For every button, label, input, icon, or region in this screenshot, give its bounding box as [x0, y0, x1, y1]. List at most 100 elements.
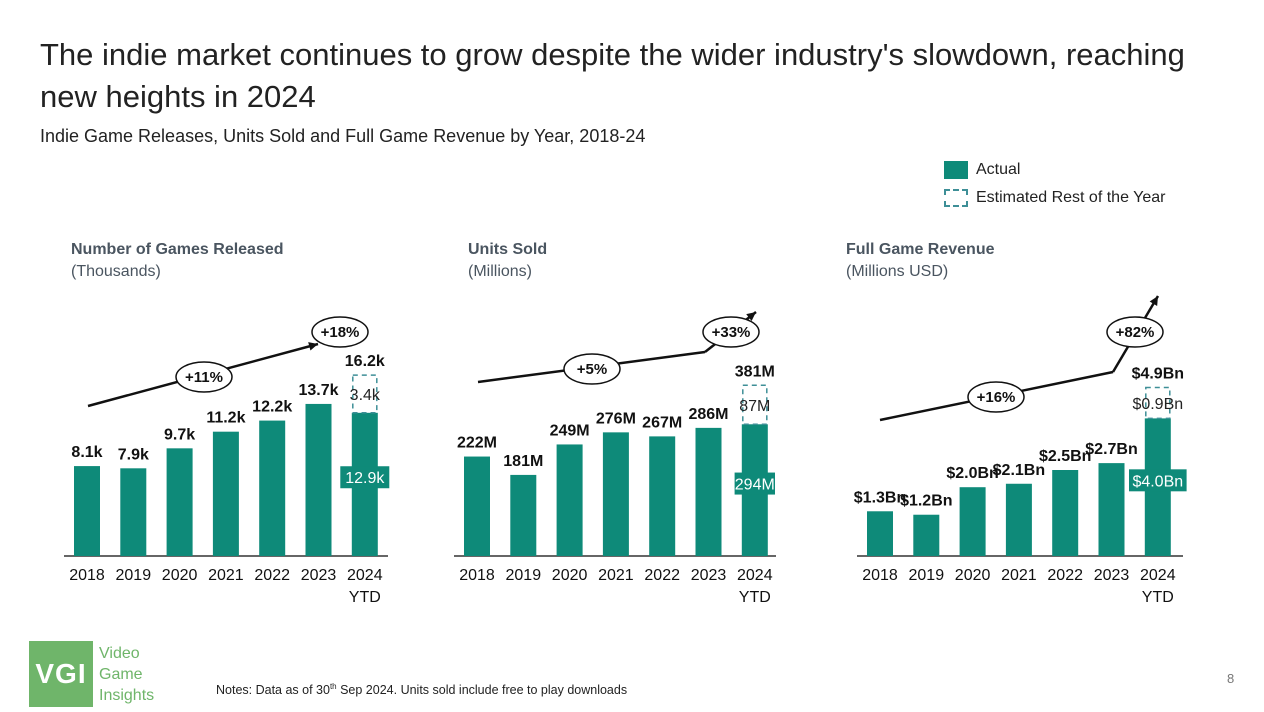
- inside-label-bg: [734, 472, 775, 495]
- bar-actual: [305, 403, 332, 556]
- growth-label: +33%: [712, 324, 751, 341]
- bar-actual: [1005, 483, 1032, 556]
- x-tick-label: 2018: [862, 567, 898, 584]
- legend: Actual Estimated Rest of the Year: [944, 156, 1165, 212]
- notes-sup: th: [329, 682, 337, 691]
- bar-actual: [867, 511, 893, 556]
- data-label: 13.7k: [298, 382, 338, 399]
- bar-actual: [259, 420, 286, 556]
- page-title: The indie market continues to grow despi…: [40, 37, 1185, 114]
- legend-item-estimated: Estimated Rest of the Year: [944, 184, 1165, 212]
- chart-title-games: Number of Games Released: [71, 241, 284, 258]
- bar-estimated: [352, 374, 378, 414]
- x-tick-label: 2024: [347, 567, 383, 584]
- data-label: $1.3Bn: [854, 489, 906, 506]
- x-tick-label: 2018: [69, 567, 105, 584]
- x-tick-label: 2023: [691, 567, 727, 584]
- data-label: 276M: [596, 410, 636, 427]
- bar-estimated: [1145, 386, 1171, 420]
- x-tick-label: 2023: [1094, 567, 1130, 584]
- x-tick-label: 2019: [116, 567, 152, 584]
- data-label: 12.2k: [252, 399, 292, 416]
- page-number: 8: [1227, 671, 1235, 686]
- chart-title-units: Units Sold: [468, 241, 548, 258]
- data-label: 222M: [457, 435, 497, 452]
- estimated-label: 87M: [739, 398, 770, 415]
- data-label: $2.5Bn: [1039, 448, 1091, 465]
- data-label: 9.7k: [164, 426, 195, 443]
- legend-swatch-estimated: [944, 189, 968, 207]
- data-label: $1.2Bn: [900, 493, 952, 510]
- growth-bubble: [563, 353, 621, 385]
- bar-actual: [959, 487, 986, 556]
- data-label: $2.7Bn: [1085, 441, 1137, 458]
- data-label: 249M: [550, 422, 590, 439]
- data-label: 16.2k: [345, 353, 385, 370]
- data-label: 8.1k: [71, 444, 102, 461]
- bar-actual: [166, 448, 193, 556]
- vgi-logo: VGI Video Game Insights: [29, 641, 154, 707]
- notes-prefix: Notes: Data as of 30: [216, 683, 330, 698]
- bar-actual: [695, 427, 722, 556]
- bar-actual: [510, 474, 537, 556]
- bar-actual: [556, 444, 583, 556]
- legend-label-actual: Actual: [976, 161, 1021, 178]
- logo-line-1: Video: [99, 644, 140, 662]
- x-tick-label: 2019: [506, 567, 542, 584]
- x-tick-label: 2022: [1047, 567, 1083, 584]
- chart-unit-games: (Thousands): [71, 263, 161, 280]
- x-tick-label: 2021: [1001, 567, 1037, 584]
- inside-label-bg: [340, 466, 390, 489]
- bar-actual: [464, 456, 490, 556]
- growth-bubble: [1106, 316, 1164, 348]
- bar-actual: [1098, 463, 1125, 556]
- page-subtitle: Indie Game Releases, Units Sold and Full…: [40, 126, 646, 146]
- data-label: 267M: [642, 414, 682, 431]
- chart-unit-revenue: (Millions USD): [846, 263, 949, 280]
- x-tick-label: YTD: [349, 589, 381, 606]
- data-label: 7.9k: [118, 446, 149, 463]
- growth-bubble: [967, 381, 1025, 413]
- growth-bubble: [175, 361, 233, 393]
- x-tick-label: YTD: [1142, 589, 1174, 606]
- growth-bubble: [702, 316, 760, 348]
- logo-wordmark: Video Game Insights: [99, 643, 154, 706]
- trend-arrowhead: [308, 342, 318, 351]
- logo-mark: VGI: [29, 641, 93, 707]
- data-label: 181M: [503, 453, 543, 470]
- chart-title-revenue: Full Game Revenue: [846, 241, 995, 258]
- chart-unit-units: (Millions): [468, 263, 532, 280]
- growth-bubble: [311, 316, 369, 348]
- logo-line-3: Insights: [99, 686, 155, 704]
- bar-estimated: [742, 384, 768, 426]
- x-tick-label: 2023: [301, 567, 337, 584]
- x-tick-label: 2018: [459, 567, 495, 584]
- actual-inside-label: $4.0Bn: [1132, 473, 1183, 490]
- legend-item-actual: Actual: [944, 156, 1165, 184]
- bar-actual: [212, 431, 239, 556]
- notes: Notes: Data as of 30th Sep 2024. Units s…: [216, 682, 627, 697]
- x-tick-label: 2022: [644, 567, 680, 584]
- growth-label: +11%: [185, 369, 223, 386]
- x-tick-label: 2020: [552, 567, 588, 584]
- data-label: 286M: [688, 406, 728, 423]
- data-label: 11.2k: [206, 410, 245, 427]
- x-tick-label: 2024: [1140, 567, 1176, 584]
- growth-label: +16%: [977, 389, 1016, 406]
- bar-actual: [1052, 470, 1079, 556]
- legend-swatch-actual: [944, 161, 968, 179]
- legend-label-estimated: Estimated Rest of the Year: [976, 189, 1166, 206]
- x-tick-label: 2021: [598, 567, 634, 584]
- estimated-label: $0.9Bn: [1132, 396, 1183, 413]
- bar-actual: [649, 436, 676, 556]
- x-tick-label: 2020: [162, 567, 198, 584]
- actual-inside-label: 12.9k: [345, 470, 385, 487]
- logo-line-2: Game: [99, 665, 143, 683]
- notes-suffix: Sep 2024. Units sold include free to pla…: [336, 683, 628, 698]
- data-label: $2.0Bn: [946, 465, 998, 482]
- x-tick-label: 2024: [737, 567, 773, 584]
- inside-label-bg: [1129, 469, 1187, 492]
- bar-actual: [120, 468, 147, 556]
- growth-label: +82%: [1116, 324, 1155, 341]
